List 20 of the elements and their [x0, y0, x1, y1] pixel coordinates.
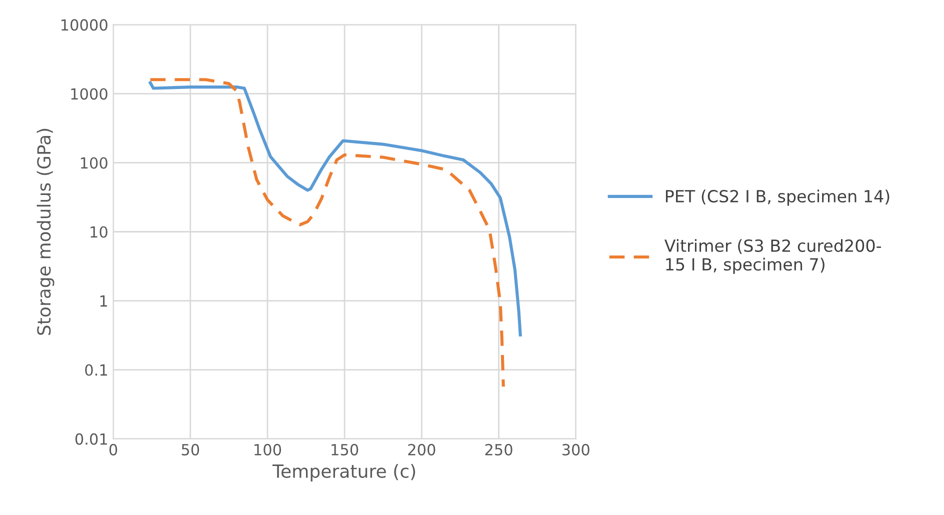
legend-label: PET (CS2 I B, specimen 14) [666, 190, 890, 206]
y-tick-label: 10000 [61, 19, 108, 31]
x-tick-label: 300 [562, 444, 590, 456]
x-axis-title: Temperature (c) [272, 464, 416, 482]
y-tick-label: 0.1 [85, 364, 108, 376]
y-tick-label: 100 [80, 157, 108, 169]
y-tick-label: 10 [90, 226, 108, 238]
x-tick-label: 0 [109, 444, 118, 456]
x-tick-label: 200 [408, 444, 436, 456]
x-tick-label: 100 [254, 444, 282, 456]
line-series [148, 78, 505, 388]
x-tick-label: 150 [332, 444, 358, 456]
line-series [148, 81, 522, 336]
y-axis-title: Storage modulus (GPa) [36, 128, 54, 335]
y-tick-label: 0.01 [75, 433, 108, 445]
x-tick-label: 250 [485, 444, 512, 456]
x-tick-label: 50 [182, 444, 200, 456]
y-tick-label: 1000 [71, 88, 108, 100]
y-tick-label: 1 [100, 295, 108, 307]
legend-label: Vitrimer (S3 B2 cured200- 15 I B, specimen 7) [664, 239, 882, 274]
